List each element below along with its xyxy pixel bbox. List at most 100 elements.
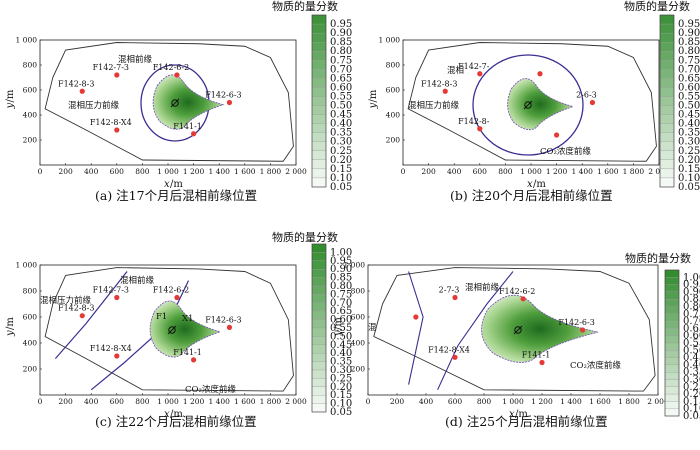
colorbar-tick-label: 0.60 (330, 315, 352, 326)
colorbar-tick-label: 0.85 (330, 273, 352, 284)
front-annotation: 混相 (447, 65, 464, 76)
colorbar-cell (311, 60, 327, 70)
production-well-marker (226, 99, 233, 106)
reservoir-boundary (373, 267, 656, 392)
colorbar-cell (659, 123, 675, 133)
colorbar-cell (664, 291, 680, 300)
colorbar-cell (664, 386, 680, 395)
well-label: F142-8-3 (421, 79, 457, 88)
y-axis-unit: /m (5, 317, 16, 330)
x-tick-label: 400 (84, 167, 99, 176)
colorbar-cell (311, 32, 327, 43)
production-well-marker (589, 99, 596, 106)
co2-plume (149, 300, 222, 358)
colorbar-tick-label: 0.25 (330, 146, 352, 157)
colorbar-cell (311, 150, 327, 160)
x-tick-label: 1 200 (546, 167, 568, 176)
panel-4: 0 200 400 600 800 1 000 1 200 1 400 1 600 1 800 2 … (333, 251, 700, 429)
injection-well-icon (513, 325, 523, 335)
well-label: 2-7-3 (439, 286, 460, 295)
production-well-marker (79, 88, 85, 94)
production-well-marker (413, 314, 419, 320)
injection-well-icon (171, 99, 179, 107)
colorbar-tick-label: 0.10 (330, 173, 352, 184)
colorbar-tick-label: 0.75 (330, 55, 352, 66)
well-label: F141-1 (522, 351, 551, 360)
colorbar-cell (311, 285, 327, 295)
x-tick-label: 1 200 (183, 167, 205, 176)
colorbar-cell (311, 123, 327, 133)
colorbar-cell (311, 252, 327, 261)
colorbar-tick-label: 1.00 (330, 247, 352, 258)
y-tick-label: 200 (351, 365, 366, 374)
colorbar-tick-label: 0.55 (678, 91, 700, 102)
front-annotation: CO₂浓度前缘 (570, 360, 621, 371)
colorbar-cell (664, 372, 680, 380)
y-tick-label: 400 (351, 339, 366, 348)
colorbar-cell (659, 14, 675, 25)
y-axis-unit: /m (368, 89, 379, 102)
colorbar-title: 物质的量分数 (272, 230, 338, 244)
x-tick-label: 1 800 (618, 397, 640, 406)
front-annotation: 混相压力前缘 (408, 100, 460, 111)
colorbar-cell (664, 320, 680, 329)
colorbar-cell (659, 42, 675, 52)
x-tick-label: 200 (58, 397, 73, 406)
y-tick-label: 1 000 (16, 36, 38, 45)
x-tick-label: 400 (84, 397, 99, 406)
colorbar-cell (664, 269, 680, 278)
x-tick-label: 1 000 (157, 397, 179, 406)
colorbar-cell (664, 408, 680, 417)
y-tick-label: 200 (23, 365, 38, 374)
colorbar-cell (311, 386, 327, 396)
colorbar-tick-label: 0.30 (678, 137, 700, 148)
y-tick-label: 600 (351, 313, 366, 322)
x-tick-label: 600 (448, 397, 463, 406)
x-tick-label: 800 (498, 167, 513, 176)
y-tick-label: 400 (386, 111, 401, 120)
colorbar-cell (659, 96, 675, 106)
production-well-marker (114, 72, 120, 78)
colorbar-tick-label: 0.80 (678, 46, 700, 57)
colorbar-cell (311, 353, 327, 362)
x-axis-label: x (527, 179, 533, 190)
colorbar-tick-label: 0.55 (330, 91, 352, 102)
front-annotation: X1 (182, 314, 193, 324)
x-tick-label: 200 (58, 167, 73, 176)
x-axis-label: x (164, 179, 170, 190)
colorbar-tick-label: 0.20 (330, 382, 352, 393)
colorbar-cell (664, 357, 680, 366)
colorbar-frame (311, 243, 327, 413)
colorbar-cell (659, 69, 675, 79)
injection-well-icon (168, 326, 176, 334)
colorbar-cell (311, 132, 327, 142)
colorbar-frame (311, 14, 327, 188)
x-tick-label: 200 (421, 167, 436, 176)
y-axis-label: y (5, 103, 16, 110)
colorbar-cell (311, 311, 327, 320)
colorbar-tick-label: 0.25 (683, 382, 700, 393)
colorbar-cell (311, 243, 327, 253)
x-tick-label: 800 (135, 167, 150, 176)
colorbar-tick-label: 0.20 (330, 155, 352, 166)
colorbar-tick-label: 0.15 (330, 164, 352, 175)
panel-caption: (c) 注22个月后混相前缘位置 (95, 414, 257, 429)
production-well-marker (442, 88, 448, 94)
colorbar-cell (311, 302, 327, 312)
colorbar-cell (311, 336, 327, 345)
colorbar-cell (664, 401, 680, 409)
colorbar-cell (311, 42, 327, 52)
colorbar-cell (664, 364, 680, 373)
x-tick-label: 2 000 (648, 167, 670, 176)
y-axis-label: y (368, 103, 379, 110)
well-label: F142-6-2 (153, 63, 189, 72)
x-tick-label: 1 400 (208, 167, 230, 176)
colorbar-frame (664, 269, 680, 417)
well-label: F142-7-3 (93, 286, 129, 295)
x-tick-label: 2 000 (285, 167, 307, 176)
colorbar-cell (311, 319, 327, 329)
colorbar-tick-label: 0.45 (678, 110, 700, 121)
colorbar-tick-label: 0.25 (678, 146, 700, 157)
colorbar-tick-label: 0.25 (330, 373, 352, 384)
pressure-front-line (408, 271, 424, 385)
